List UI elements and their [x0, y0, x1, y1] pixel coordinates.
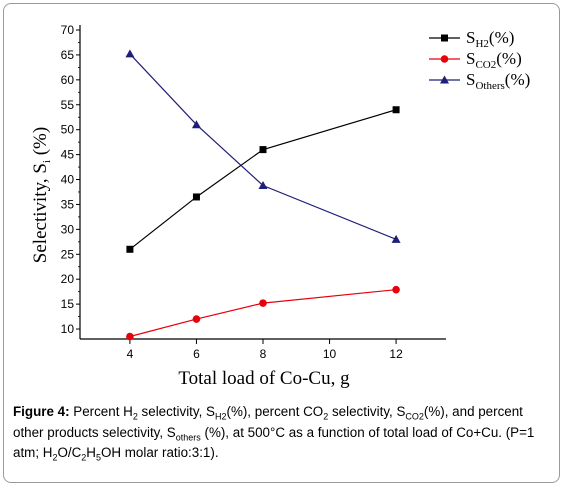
data-point-co2	[392, 285, 400, 294]
y-tick-label: 65	[61, 48, 75, 62]
data-point-co2	[192, 315, 201, 323]
y-tick-label: 40	[61, 173, 75, 187]
y-tick-label: 70	[61, 23, 75, 37]
legend: SH2(%)SCO2(%)SOthers(%)	[429, 28, 530, 92]
x-tick-label: 6	[193, 347, 200, 361]
series-line-h2	[129, 109, 397, 250]
data-point-others	[191, 120, 201, 129]
y-tick-label: 45	[61, 148, 75, 162]
y-tick-label: 50	[61, 123, 75, 137]
legend-label-h2: SH2(%)	[466, 28, 514, 50]
data-point-h2	[392, 106, 400, 114]
x-tick-label: 10	[323, 347, 337, 361]
series-line-co2	[129, 289, 397, 338]
x-tick-label: 12	[389, 347, 403, 361]
y-tick-label: 25	[61, 247, 75, 261]
y-tick-label: 20	[61, 272, 75, 286]
y-tick-label: 10	[61, 322, 75, 336]
y-tick-label: 35	[61, 197, 75, 211]
legend-label-others: SOthers(%)	[466, 70, 530, 92]
x-tick-label: 8	[260, 347, 267, 361]
legend-marker-h2	[441, 34, 448, 42]
figure-caption: Figure 4: Percent H2 selectivity, SH2(%)…	[13, 404, 535, 463]
caption-figure-label: Figure 4:	[13, 404, 70, 419]
y-tick-label: 30	[61, 222, 75, 236]
data-point-others	[125, 49, 135, 58]
x-tick-label: 4	[127, 347, 134, 361]
figure-frame	[3, 3, 560, 483]
data-point-h2	[259, 146, 267, 154]
legend-marker-co2	[440, 55, 449, 63]
data-point-others	[258, 180, 268, 189]
y-tick-label: 55	[61, 98, 75, 112]
y-tick-label: 15	[61, 297, 75, 311]
data-point-h2	[192, 193, 200, 201]
data-point-others	[391, 234, 401, 243]
y-tick-label: 60	[61, 73, 75, 87]
chart: 10 15 20 25 30 35 40 45 50 55 60 65 70 4 6 8 10 12 Total …	[30, 23, 530, 389]
series-line-others	[129, 53, 397, 240]
data-point-co2	[259, 299, 267, 307]
data-point-h2	[126, 245, 134, 253]
x-axis-title: Total load of Co-Cu, g	[178, 368, 350, 389]
y-axis-title: Selectivity, Si (%)	[30, 127, 53, 263]
legend-label-co2: SCO2(%)	[466, 49, 522, 71]
data-point-co2	[126, 332, 134, 341]
legend-marker-others	[440, 75, 449, 84]
